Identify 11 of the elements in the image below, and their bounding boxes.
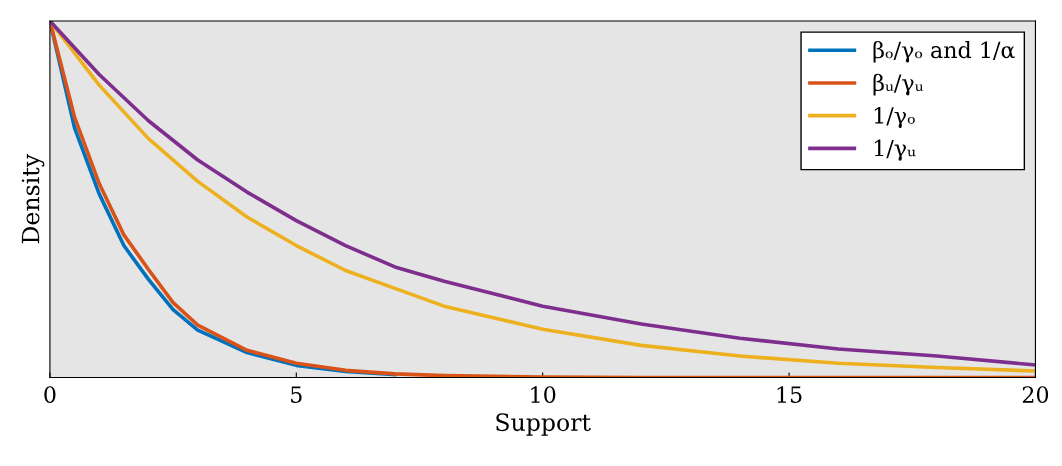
x-tick-label: 10 [531, 386, 556, 403]
y-axis-title: Density [21, 153, 45, 244]
legend-label: βᵤ/γᵤ [873, 73, 924, 96]
legend-label: 1/γₒ [874, 106, 915, 129]
legend-label: βₒ/γₒ and 1/α [873, 40, 1015, 63]
x-axis-title: Support [496, 413, 591, 436]
x-tick-label: 15 [777, 386, 802, 403]
x-tick-label: 20 [1022, 386, 1049, 403]
x-tick-label: 5 [291, 386, 302, 403]
legend-label: 1/γᵤ [874, 139, 916, 161]
x-tick-label: 0 [44, 386, 56, 403]
